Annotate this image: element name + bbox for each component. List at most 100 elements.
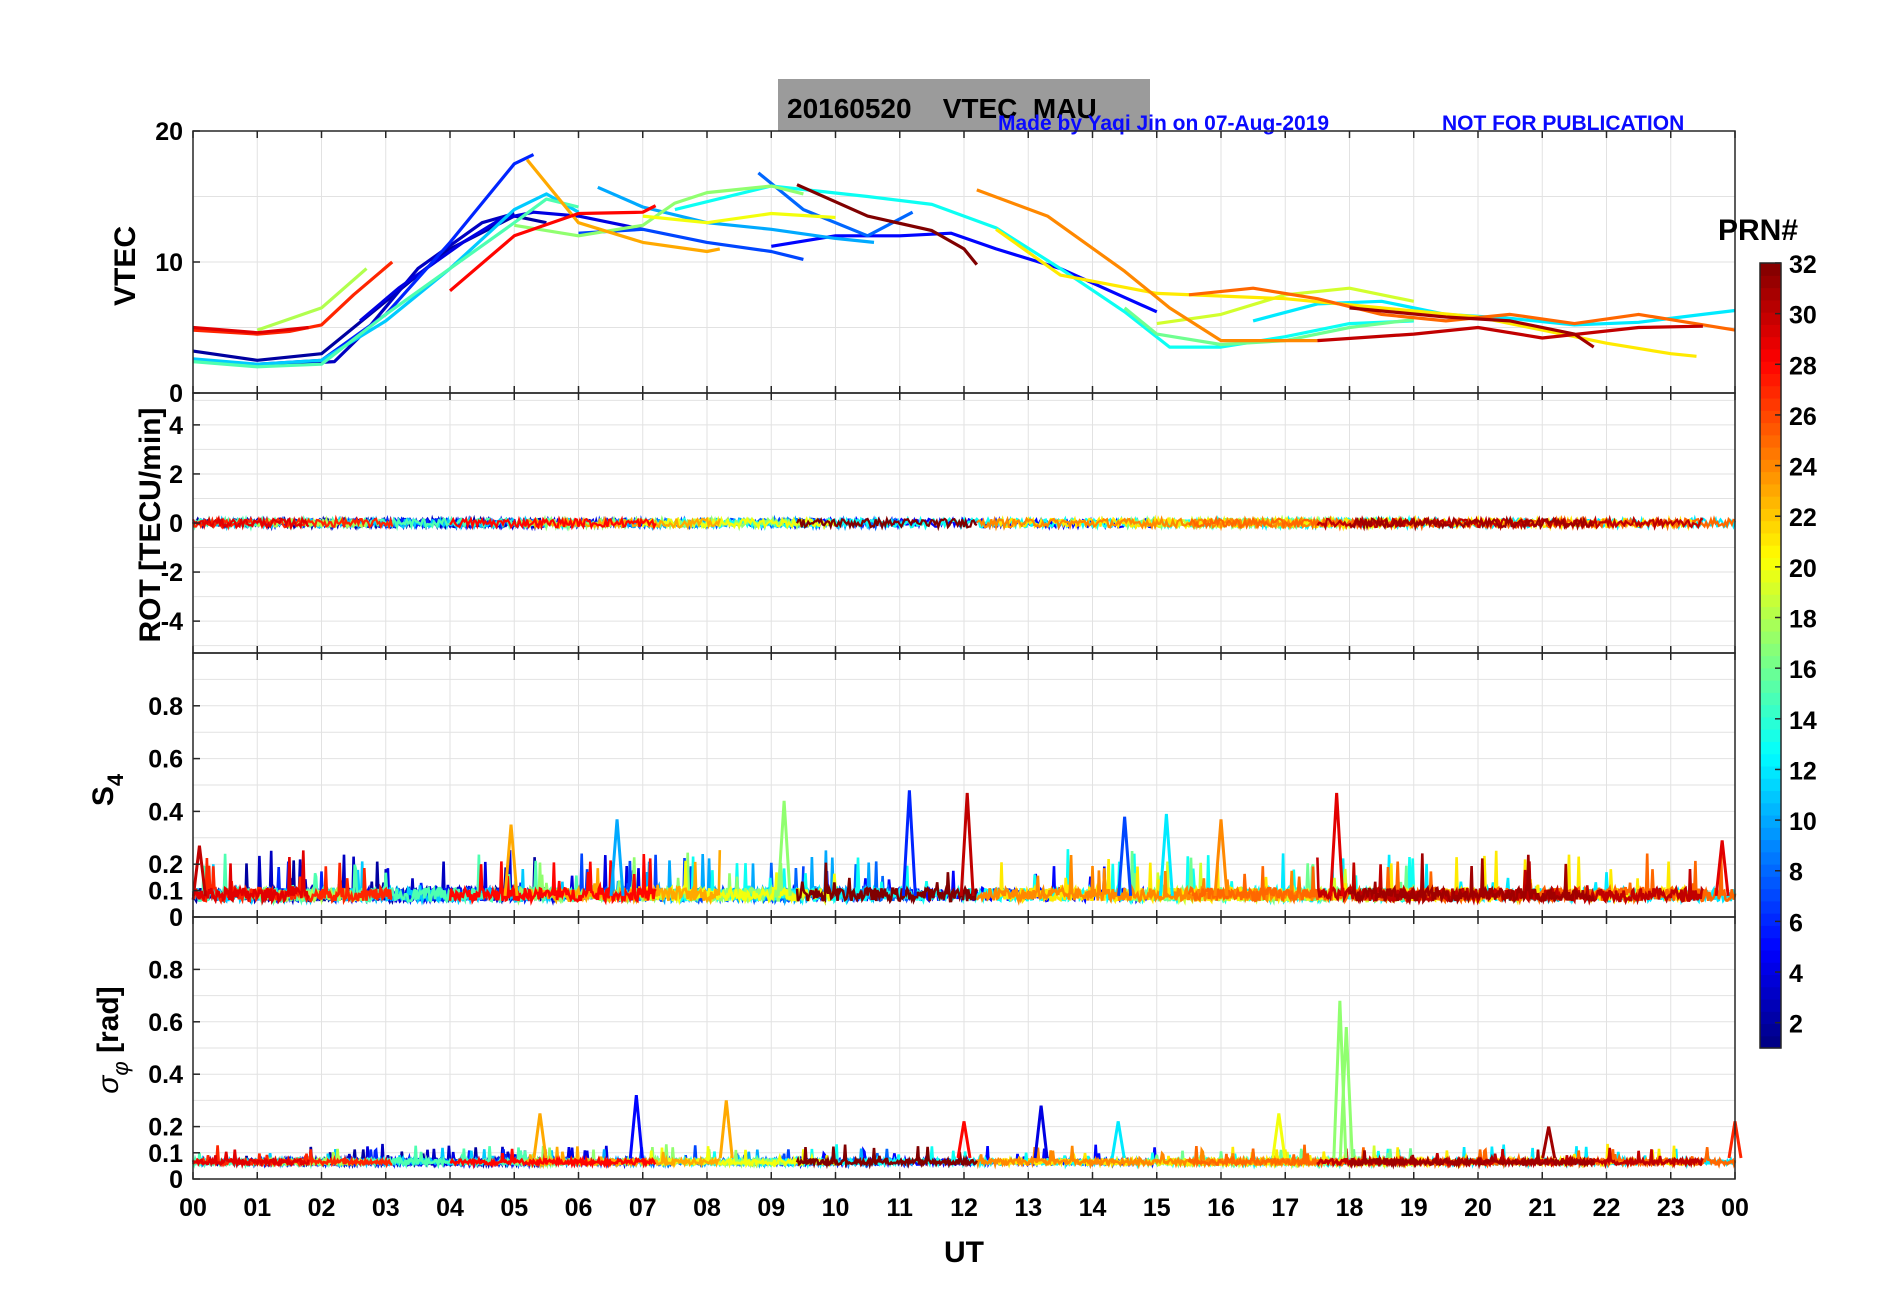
colorbar-tick-label: 18	[1789, 606, 1817, 634]
colorbar-segment	[1760, 594, 1781, 608]
colorbar-segment	[1760, 496, 1781, 509]
y-tick-label: -4	[161, 608, 183, 636]
colorbar-segment	[1760, 974, 1781, 988]
colorbar-segment	[1760, 508, 1781, 522]
colorbar-segment	[1760, 312, 1781, 325]
y-tick-label: 0.6	[148, 1009, 183, 1037]
sigma-phi-spike	[1271, 1113, 1287, 1159]
s4-series-prn-29	[191, 850, 310, 906]
x-tick-label: 01	[243, 1194, 271, 1222]
colorbar-segment	[1760, 704, 1781, 718]
rot-series-prn-18	[257, 515, 368, 530]
y-tick-label: 0	[169, 1166, 183, 1194]
vtec-series-prn-5	[771, 231, 1158, 314]
x-tick-labels: 00 01 02 03 04 05 06 07 08 09 10 11 12 13 14 15 16 17 18 19…	[179, 1194, 1749, 1222]
vtec-series-prn-23	[525, 158, 721, 254]
s4-spike	[503, 824, 519, 897]
x-tick-label: 02	[308, 1194, 336, 1222]
colorbar-tick-label: 10	[1789, 808, 1817, 836]
sigma-phi-spike	[1338, 1026, 1354, 1159]
x-tick-label: 04	[436, 1194, 464, 1222]
s4-spike	[1117, 816, 1133, 896]
x-tick-label: 16	[1207, 1194, 1235, 1222]
x-tick-label: 13	[1014, 1194, 1042, 1222]
y-tick-label: 0	[169, 380, 183, 408]
colorbar-tick-label: 24	[1789, 454, 1817, 482]
y-tick-label: 0.8	[148, 693, 183, 721]
colorbar-segment	[1760, 581, 1781, 595]
colorbar-tick-label: 26	[1789, 403, 1817, 431]
s4-spike	[191, 845, 207, 897]
colorbar-segment	[1760, 287, 1781, 301]
colorbar-tick-label: 32	[1789, 251, 1817, 279]
x-tick-label: 00	[179, 1194, 207, 1222]
sigma-phi-spike	[718, 1100, 734, 1159]
colorbar-segment	[1760, 643, 1781, 657]
x-tick-label: 14	[1079, 1194, 1107, 1222]
y-tick-label: 4	[169, 412, 183, 440]
y-tick-label: 0.1	[148, 1140, 183, 1168]
x-tick-label: 21	[1528, 1194, 1556, 1222]
s4-spike	[1158, 813, 1174, 896]
colorbar-tick-label: 8	[1789, 859, 1803, 887]
x-tick-label: 17	[1271, 1194, 1299, 1222]
sigma-phi-spike	[628, 1095, 644, 1159]
x-tick-label: 20	[1464, 1194, 1492, 1222]
s4-series-prn-31	[1348, 853, 1595, 906]
colorbar-segment	[1760, 876, 1781, 890]
x-tick-label: 18	[1336, 1194, 1364, 1222]
vtec-series-prn-28	[448, 204, 657, 293]
colorbar-segment	[1760, 348, 1781, 362]
colorbar-segment	[1760, 618, 1781, 632]
vtec-ylabel: VTEC	[109, 226, 142, 306]
x-tick-label: 05	[500, 1194, 528, 1222]
colorbar-tick-label: 6	[1789, 909, 1803, 937]
colorbar-segment	[1760, 422, 1781, 436]
colorbar-segment	[1760, 1011, 1781, 1025]
s4-ylabel: S4	[87, 773, 128, 806]
sigma-phi-ylabel: σφ [rad]	[92, 986, 133, 1093]
vtec-series-prn-15	[192, 197, 579, 369]
s4-spike	[959, 792, 975, 896]
y-tick-label: 2	[169, 461, 183, 489]
colorbar-segment	[1760, 729, 1781, 742]
sigma-phi-series-prn-32	[795, 1144, 978, 1170]
colorbar-segment	[1760, 827, 1781, 841]
rot-panel: -4 -2 0 2 4	[161, 392, 1737, 654]
colorbar-segment	[1760, 790, 1781, 804]
colorbar-segment	[1760, 998, 1781, 1012]
colorbar-segment	[1760, 532, 1781, 546]
y-tick-label: 0.2	[148, 851, 183, 879]
s4-spike	[901, 790, 917, 896]
colorbar-segment	[1760, 802, 1781, 816]
rot-series-prn-31	[1348, 515, 1594, 532]
vtec-series-prn-11	[192, 192, 580, 366]
colorbar-segment	[1760, 557, 1781, 571]
s4-spike	[776, 800, 792, 896]
credit-right: NOT FOR PUBLICATION	[1442, 112, 1684, 135]
colorbar-segment	[1760, 324, 1781, 338]
x-tick-label: 23	[1657, 1194, 1685, 1222]
y-tick-label: 0.4	[148, 1061, 183, 1089]
s4-spike	[1329, 792, 1345, 896]
colorbar-frame	[1759, 262, 1782, 1049]
vtec-series-prn-7	[578, 227, 804, 261]
colorbar-segment	[1760, 1023, 1781, 1037]
colorbar-segment	[1760, 275, 1781, 289]
colorbar-segment	[1760, 814, 1781, 828]
colorbar-segment	[1760, 937, 1781, 951]
vtec-series-prn-25	[1188, 286, 1736, 332]
colorbar-segment	[1760, 520, 1781, 534]
colorbar-segment	[1760, 1035, 1781, 1049]
x-tick-label: 10	[822, 1194, 850, 1222]
colorbar-tick-label: 4	[1789, 960, 1803, 988]
x-tick-label: 09	[757, 1194, 785, 1222]
vtec-series-prn-8	[757, 171, 914, 238]
colorbar-tick-label: 2	[1789, 1011, 1803, 1039]
y-tick-label: 0	[169, 510, 183, 538]
colorbar-segment	[1760, 839, 1781, 853]
colorbar-segment	[1760, 361, 1781, 374]
colorbar-segment	[1760, 397, 1781, 411]
colorbar-segment	[1760, 765, 1781, 779]
